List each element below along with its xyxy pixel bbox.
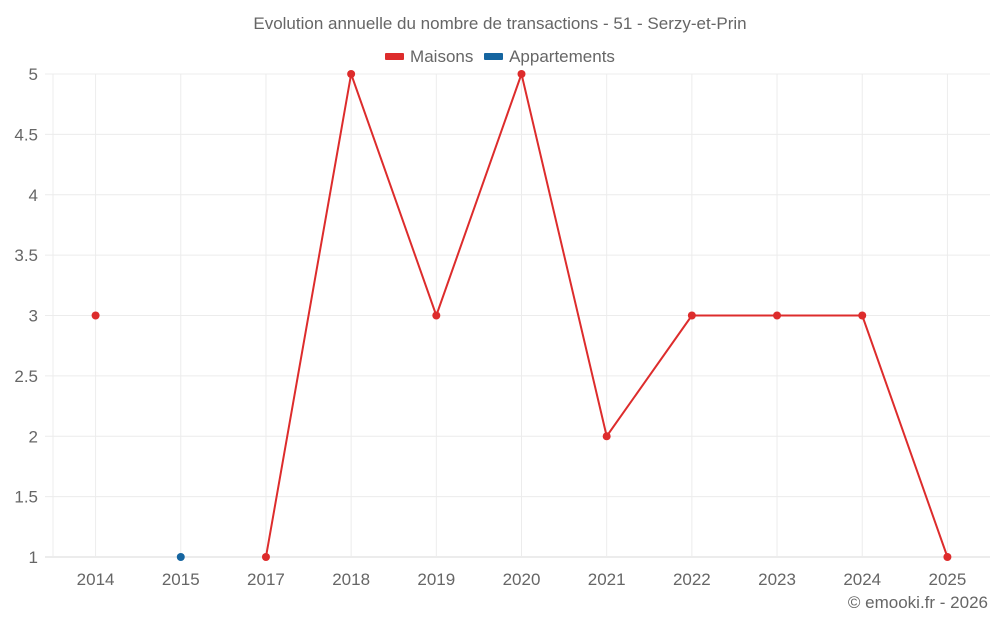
data-point-marker[interactable] [858,311,867,320]
grid [45,73,990,558]
data-point-marker[interactable] [602,432,611,441]
y-tick-label: 1.5 [14,488,38,507]
legend-label-maisons: Maisons [410,46,474,66]
y-axis: 1 1.5 2 2.5 3 3.5 4 4.5 5 [14,65,38,567]
x-tick-label: 2014 [77,570,115,589]
x-axis: 2014 2015 2017 2018 2019 2020 2021 2022 2023 2024… [77,570,967,589]
y-tick-label: 3 [29,307,38,326]
x-tick-label: 2017 [247,570,285,589]
data-point-marker[interactable] [261,553,270,561]
data-point-marker[interactable] [91,311,100,320]
x-tick-label: 2021 [588,570,626,589]
credit-text: © emooki.fr - 2026 [847,593,988,612]
data-point-marker[interactable] [943,553,952,561]
x-tick-label: 2015 [162,570,200,589]
series-layer [91,70,952,561]
x-tick-label: 2018 [332,570,370,589]
data-point-marker[interactable] [176,553,185,561]
legend-label-appartements: Appartements [509,46,615,66]
maisons-swatch-icon [385,53,405,60]
y-tick-label: 4.5 [14,125,38,144]
y-tick-label: 5 [29,65,38,84]
x-tick-label: 2024 [843,570,881,589]
y-tick-label: 4 [29,186,38,205]
x-tick-label: 2020 [503,570,541,589]
legend: Maisons Appartements [0,45,1000,67]
data-point-marker[interactable] [773,311,782,320]
y-tick-label: 1 [29,548,38,567]
data-point-marker[interactable] [432,311,441,320]
legend-item-appartements[interactable]: Appartements [484,47,615,67]
x-tick-label: 2023 [758,570,796,589]
x-tick-label: 2022 [673,570,711,589]
x-tick-label: 2025 [928,570,966,589]
y-tick-label: 2 [29,427,38,446]
y-tick-label: 2.5 [14,367,38,386]
data-point-marker[interactable] [347,70,356,78]
x-tick-label: 2019 [417,570,455,589]
appartements-swatch-icon [484,53,504,60]
chart-title: Evolution annuelle du nombre de transact… [253,14,747,33]
y-tick-label: 3.5 [14,246,38,265]
data-point-marker[interactable] [687,311,696,320]
legend-item-maisons[interactable]: Maisons [385,47,473,67]
data-point-marker[interactable] [517,70,526,78]
